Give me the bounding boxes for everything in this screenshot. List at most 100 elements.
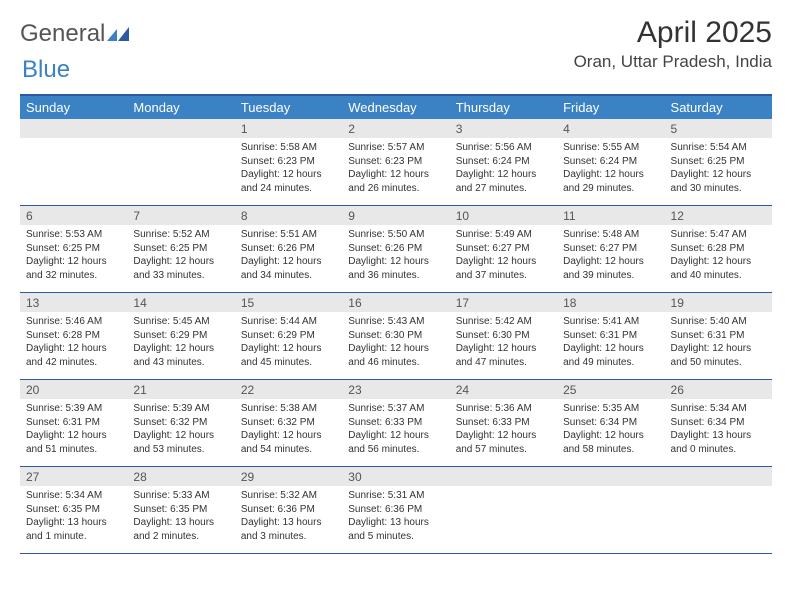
week-row: 20Sunrise: 5:39 AMSunset: 6:31 PMDayligh…	[20, 380, 772, 467]
day-number: 22	[235, 380, 342, 399]
week-row: 27Sunrise: 5:34 AMSunset: 6:35 PMDayligh…	[20, 467, 772, 554]
day-cell: 8Sunrise: 5:51 AMSunset: 6:26 PMDaylight…	[235, 206, 342, 292]
day-number: 21	[127, 380, 234, 399]
day-number: 19	[665, 293, 772, 312]
day-details: Sunrise: 5:51 AMSunset: 6:26 PMDaylight:…	[235, 225, 342, 286]
day-details: Sunrise: 5:48 AMSunset: 6:27 PMDaylight:…	[557, 225, 664, 286]
day-number: 14	[127, 293, 234, 312]
day-details: Sunrise: 5:58 AMSunset: 6:23 PMDaylight:…	[235, 138, 342, 199]
day-number: 29	[235, 467, 342, 486]
day-cell: 28Sunrise: 5:33 AMSunset: 6:35 PMDayligh…	[127, 467, 234, 553]
day-cell: 3Sunrise: 5:56 AMSunset: 6:24 PMDaylight…	[450, 119, 557, 205]
day-cell: 30Sunrise: 5:31 AMSunset: 6:36 PMDayligh…	[342, 467, 449, 553]
day-number: 10	[450, 206, 557, 225]
day-number: 18	[557, 293, 664, 312]
day-cell: 4Sunrise: 5:55 AMSunset: 6:24 PMDaylight…	[557, 119, 664, 205]
day-cell: 24Sunrise: 5:36 AMSunset: 6:33 PMDayligh…	[450, 380, 557, 466]
logo-text-2: Blue	[22, 56, 70, 83]
logo: General	[20, 16, 129, 48]
day-number: 23	[342, 380, 449, 399]
day-number	[450, 467, 557, 486]
day-details: Sunrise: 5:40 AMSunset: 6:31 PMDaylight:…	[665, 312, 772, 373]
day-number: 28	[127, 467, 234, 486]
day-cell: 16Sunrise: 5:43 AMSunset: 6:30 PMDayligh…	[342, 293, 449, 379]
day-header: Friday	[557, 96, 664, 119]
day-header-row: SundayMondayTuesdayWednesdayThursdayFrid…	[20, 96, 772, 119]
day-number	[557, 467, 664, 486]
day-cell: 12Sunrise: 5:47 AMSunset: 6:28 PMDayligh…	[665, 206, 772, 292]
week-row: 1Sunrise: 5:58 AMSunset: 6:23 PMDaylight…	[20, 119, 772, 206]
day-details: Sunrise: 5:50 AMSunset: 6:26 PMDaylight:…	[342, 225, 449, 286]
day-number: 1	[235, 119, 342, 138]
day-number: 4	[557, 119, 664, 138]
day-header: Sunday	[20, 96, 127, 119]
day-cell: 13Sunrise: 5:46 AMSunset: 6:28 PMDayligh…	[20, 293, 127, 379]
day-cell: 5Sunrise: 5:54 AMSunset: 6:25 PMDaylight…	[665, 119, 772, 205]
day-number: 20	[20, 380, 127, 399]
day-cell: 17Sunrise: 5:42 AMSunset: 6:30 PMDayligh…	[450, 293, 557, 379]
calendar: SundayMondayTuesdayWednesdayThursdayFrid…	[20, 94, 772, 554]
day-number	[20, 119, 127, 138]
day-cell: 1Sunrise: 5:58 AMSunset: 6:23 PMDaylight…	[235, 119, 342, 205]
day-cell: 18Sunrise: 5:41 AMSunset: 6:31 PMDayligh…	[557, 293, 664, 379]
day-number: 16	[342, 293, 449, 312]
day-number: 6	[20, 206, 127, 225]
day-cell: 7Sunrise: 5:52 AMSunset: 6:25 PMDaylight…	[127, 206, 234, 292]
day-cell: 19Sunrise: 5:40 AMSunset: 6:31 PMDayligh…	[665, 293, 772, 379]
day-number: 30	[342, 467, 449, 486]
day-details: Sunrise: 5:56 AMSunset: 6:24 PMDaylight:…	[450, 138, 557, 199]
day-cell: 10Sunrise: 5:49 AMSunset: 6:27 PMDayligh…	[450, 206, 557, 292]
day-number: 3	[450, 119, 557, 138]
day-cell	[665, 467, 772, 553]
day-number: 15	[235, 293, 342, 312]
location: Oran, Uttar Pradesh, India	[574, 52, 772, 72]
day-cell: 2Sunrise: 5:57 AMSunset: 6:23 PMDaylight…	[342, 119, 449, 205]
day-number: 9	[342, 206, 449, 225]
day-details: Sunrise: 5:45 AMSunset: 6:29 PMDaylight:…	[127, 312, 234, 373]
day-cell: 22Sunrise: 5:38 AMSunset: 6:32 PMDayligh…	[235, 380, 342, 466]
week-row: 13Sunrise: 5:46 AMSunset: 6:28 PMDayligh…	[20, 293, 772, 380]
day-cell: 21Sunrise: 5:39 AMSunset: 6:32 PMDayligh…	[127, 380, 234, 466]
day-details: Sunrise: 5:34 AMSunset: 6:34 PMDaylight:…	[665, 399, 772, 460]
day-details: Sunrise: 5:52 AMSunset: 6:25 PMDaylight:…	[127, 225, 234, 286]
day-header: Wednesday	[342, 96, 449, 119]
day-cell: 14Sunrise: 5:45 AMSunset: 6:29 PMDayligh…	[127, 293, 234, 379]
day-details: Sunrise: 5:39 AMSunset: 6:32 PMDaylight:…	[127, 399, 234, 460]
day-details: Sunrise: 5:57 AMSunset: 6:23 PMDaylight:…	[342, 138, 449, 199]
day-number: 26	[665, 380, 772, 399]
day-details: Sunrise: 5:36 AMSunset: 6:33 PMDaylight:…	[450, 399, 557, 460]
day-header: Tuesday	[235, 96, 342, 119]
day-number: 27	[20, 467, 127, 486]
day-cell: 27Sunrise: 5:34 AMSunset: 6:35 PMDayligh…	[20, 467, 127, 553]
logo-icon	[107, 20, 129, 48]
day-cell: 23Sunrise: 5:37 AMSunset: 6:33 PMDayligh…	[342, 380, 449, 466]
day-details: Sunrise: 5:55 AMSunset: 6:24 PMDaylight:…	[557, 138, 664, 199]
day-number: 2	[342, 119, 449, 138]
weeks-container: 1Sunrise: 5:58 AMSunset: 6:23 PMDaylight…	[20, 119, 772, 554]
day-details: Sunrise: 5:44 AMSunset: 6:29 PMDaylight:…	[235, 312, 342, 373]
day-cell: 29Sunrise: 5:32 AMSunset: 6:36 PMDayligh…	[235, 467, 342, 553]
day-details: Sunrise: 5:31 AMSunset: 6:36 PMDaylight:…	[342, 486, 449, 547]
day-number: 5	[665, 119, 772, 138]
month-title: April 2025	[574, 16, 772, 50]
day-number	[665, 467, 772, 486]
day-number: 11	[557, 206, 664, 225]
day-number: 7	[127, 206, 234, 225]
day-details: Sunrise: 5:49 AMSunset: 6:27 PMDaylight:…	[450, 225, 557, 286]
day-details: Sunrise: 5:39 AMSunset: 6:31 PMDaylight:…	[20, 399, 127, 460]
day-details: Sunrise: 5:46 AMSunset: 6:28 PMDaylight:…	[20, 312, 127, 373]
day-details: Sunrise: 5:32 AMSunset: 6:36 PMDaylight:…	[235, 486, 342, 547]
day-details: Sunrise: 5:43 AMSunset: 6:30 PMDaylight:…	[342, 312, 449, 373]
day-details: Sunrise: 5:37 AMSunset: 6:33 PMDaylight:…	[342, 399, 449, 460]
day-number: 17	[450, 293, 557, 312]
week-row: 6Sunrise: 5:53 AMSunset: 6:25 PMDaylight…	[20, 206, 772, 293]
day-header: Saturday	[665, 96, 772, 119]
day-details: Sunrise: 5:53 AMSunset: 6:25 PMDaylight:…	[20, 225, 127, 286]
day-header: Thursday	[450, 96, 557, 119]
day-details: Sunrise: 5:33 AMSunset: 6:35 PMDaylight:…	[127, 486, 234, 547]
day-number: 25	[557, 380, 664, 399]
day-number: 13	[20, 293, 127, 312]
day-details: Sunrise: 5:54 AMSunset: 6:25 PMDaylight:…	[665, 138, 772, 199]
day-details: Sunrise: 5:34 AMSunset: 6:35 PMDaylight:…	[20, 486, 127, 547]
day-cell: 25Sunrise: 5:35 AMSunset: 6:34 PMDayligh…	[557, 380, 664, 466]
